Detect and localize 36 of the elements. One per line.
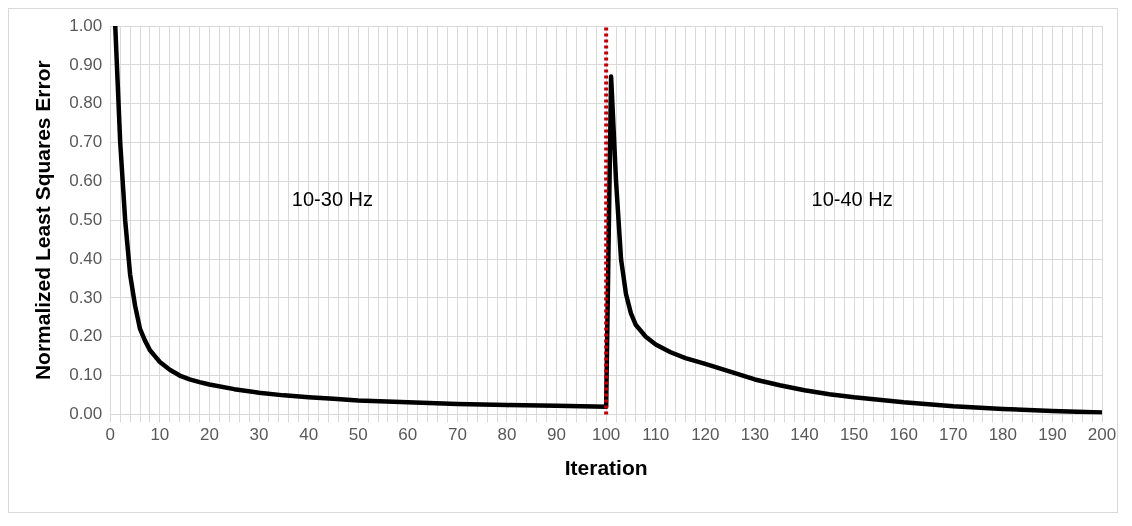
x-tick-label: 120 [691, 425, 720, 445]
y-tick-label: 0.00 [69, 404, 103, 424]
x-tick-label: 90 [547, 425, 567, 445]
y-tick-label: 0.90 [69, 54, 103, 74]
x-tick-label: 160 [889, 425, 918, 445]
x-tick-label: 60 [398, 425, 418, 445]
y-tick-label: 0.30 [69, 287, 103, 307]
x-tick-label: 190 [1038, 425, 1067, 445]
x-tick-label: 100 [591, 425, 621, 445]
y-tick-label: 0.10 [69, 365, 103, 385]
x-axis-title: Iteration [564, 456, 648, 480]
annotation: 10-40 Hz [811, 188, 893, 211]
x-tick-label: 0 [105, 425, 116, 445]
y-tick-label: 1.00 [69, 15, 103, 35]
y-tick-label: 0.60 [69, 171, 103, 191]
x-tick-label: 20 [200, 425, 219, 445]
y-tick-label: 0.80 [69, 93, 103, 113]
y-tick-label: 0.50 [69, 209, 103, 229]
x-tick-label: 180 [988, 425, 1018, 445]
x-tick-label: 130 [740, 425, 770, 445]
x-tick-label: 50 [348, 425, 368, 445]
x-tick-label: 80 [497, 425, 517, 445]
y-tick-label: 0.70 [69, 132, 103, 152]
x-tick-label: 10 [150, 425, 170, 445]
x-tick-label: 40 [299, 425, 319, 445]
y-axis-title: Normalized Least Squares Error [31, 60, 55, 381]
x-tick-label: 30 [249, 425, 269, 445]
x-tick-label: 110 [642, 425, 670, 445]
y-tick-label: 0.20 [69, 326, 103, 346]
x-tick-label: 170 [939, 425, 968, 445]
x-tick-label: 200 [1087, 425, 1117, 445]
annotation: 10-30 Hz [291, 188, 374, 211]
x-tick-label: 70 [447, 425, 467, 445]
x-tick-label: 150 [839, 425, 869, 445]
x-tick-label: 140 [790, 425, 819, 445]
y-tick-label: 0.40 [69, 248, 103, 268]
